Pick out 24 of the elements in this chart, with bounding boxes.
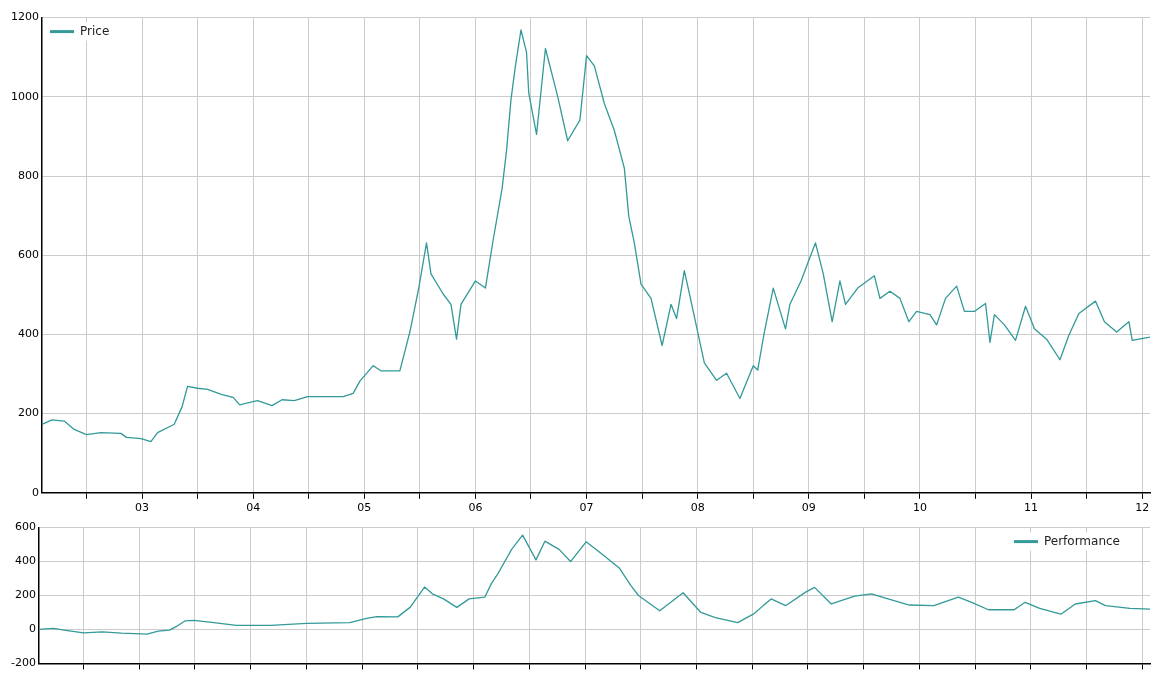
x-tick-label: 06: [468, 501, 483, 515]
y-tick-label: 600: [17, 248, 39, 262]
y-tick-label: 400: [14, 554, 36, 568]
x-tick-label: 12: [1135, 501, 1150, 515]
legend-label: Performance: [1043, 533, 1120, 548]
y-tick-label: -200: [11, 656, 36, 670]
y-tick-label: 200: [14, 588, 36, 602]
x-tick-label: 08: [690, 501, 705, 515]
x-tick-label: 03: [135, 501, 150, 515]
y-tick-label: 200: [17, 406, 39, 420]
x-tick-label: 11: [1024, 501, 1039, 515]
x-tick-label: 07: [579, 501, 594, 515]
y-tick-label: 1000: [10, 89, 39, 103]
y-tick-label: 1200: [10, 10, 39, 24]
y-tick-label: 0: [28, 622, 36, 636]
x-tick-label: 05: [357, 501, 372, 515]
y-tick-label: 800: [17, 168, 39, 182]
x-tick-label: 09: [801, 501, 816, 515]
y-tick-label: 600: [14, 520, 36, 534]
y-tick-label: 400: [17, 327, 39, 341]
x-tick-label: 04: [246, 501, 261, 515]
y-tick-label: 0: [31, 485, 39, 499]
x-tick-label: 10: [912, 501, 927, 515]
legend-label: Price: [79, 23, 110, 38]
